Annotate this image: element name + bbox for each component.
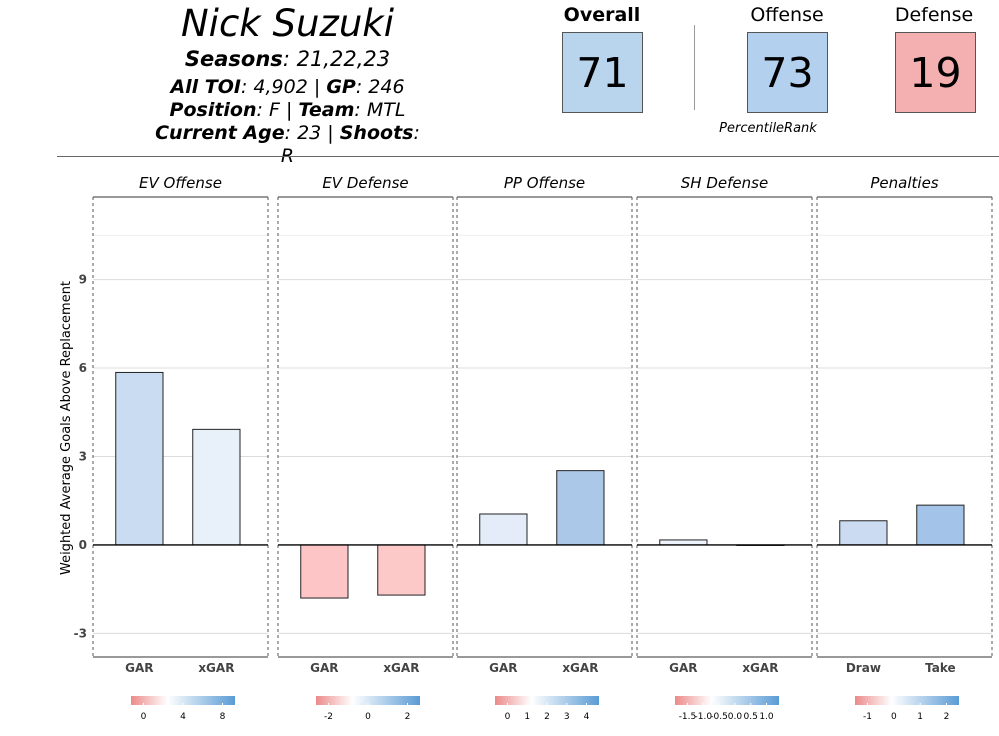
offense-rank-box: 73 — [747, 32, 828, 113]
seasons-label: Seasons — [184, 47, 283, 71]
bar — [300, 544, 349, 599]
y-axis-label: Weighted Average Goals Above Replacement — [59, 281, 74, 575]
legend-tick-label: 0.5 — [744, 712, 758, 722]
legend-tick-label: 2 — [405, 712, 411, 722]
percentile-rank-caption: PercentileRank — [719, 121, 817, 136]
legend-tick-label: 8 — [220, 712, 226, 722]
legend-tick-label: 3 — [564, 712, 570, 722]
gp-label: GP — [326, 76, 356, 98]
legend-tick-label: 1.0 — [759, 712, 774, 722]
defense-title: Defense — [894, 4, 974, 26]
player-name: Nick Suzuki — [180, 2, 394, 45]
rank-divider — [694, 25, 695, 110]
legend-tick-label: 1 — [917, 712, 923, 722]
x-tick-label: GAR — [489, 661, 517, 675]
panel-title: PP Offense — [504, 174, 585, 192]
bar — [556, 470, 605, 546]
y-tick-label: 3 — [79, 449, 87, 463]
legend-tick-label: -2 — [324, 712, 333, 722]
panel-ev-offense: EV Offense GAR xGAR 0 4 8 — [92, 174, 269, 722]
bar — [916, 504, 965, 546]
gp-value: 246 — [368, 76, 405, 98]
legend-tick-label: 0 — [891, 712, 897, 722]
bar — [192, 428, 241, 546]
shoots-label: Shoots — [339, 122, 414, 144]
legend-tick-label: -1.0 — [695, 712, 713, 722]
toi-value: 4,902 — [253, 76, 308, 98]
age-label: Current Age — [155, 122, 285, 144]
legend-colorbar — [316, 696, 420, 705]
player-info: Nick Suzuki Seasons: 21,22,23 All TOI: 4… — [150, 2, 425, 168]
x-tick-label: xGAR — [742, 661, 778, 675]
legend-tick-label: 0 — [365, 712, 371, 722]
legend-tick-label: 2 — [544, 712, 550, 722]
legend-tick-label: 4 — [180, 712, 186, 722]
panel-sh-defense: SH Defense GAR xGAR -1.5-1.0-0.5 0.0 0.5 1.0 — [636, 174, 813, 722]
legend-tick-label: 4 — [584, 712, 590, 722]
legend-tick-label: 0 — [141, 712, 147, 722]
x-tick-label: Draw — [846, 661, 881, 675]
overall-rank-box: 71 — [562, 32, 643, 113]
y-tick-label: 0 — [79, 538, 87, 552]
legend-colorbar — [495, 696, 599, 705]
seasons-line: Seasons: 21,22,23 — [184, 47, 391, 71]
legend-tick-label: 2 — [944, 712, 950, 722]
legend-colorbar — [675, 696, 779, 705]
bar — [115, 371, 164, 546]
legend-tick-label: 0 — [505, 712, 511, 722]
panel-title: EV Defense — [322, 174, 408, 192]
age-line: Current Age: 23 | Shoots: R — [155, 122, 420, 167]
legend-tick-label: 1 — [524, 712, 530, 722]
x-tick-label: GAR — [125, 661, 153, 675]
legend-colorbar — [855, 696, 959, 705]
legend-tick-label: -0.5 — [710, 712, 728, 722]
defense-rank-box: 19 — [895, 32, 976, 113]
toi-line: All TOI: 4,902 | GP: 246 — [170, 76, 405, 98]
legend-tick-label: -1.5 — [679, 712, 697, 722]
x-tick-label: Take — [925, 661, 956, 675]
bar — [659, 539, 708, 546]
bar — [479, 513, 528, 546]
overall-title: Overall — [563, 4, 641, 26]
x-tick-label: GAR — [669, 661, 697, 675]
bar — [377, 544, 426, 596]
panel-ev-defense: EV Defense GAR xGAR -2 0 2 — [277, 174, 454, 722]
position-line: Position: F | Team: MTL — [169, 99, 406, 121]
panel-penalties: Penalties Draw Take -1 0 1 2 — [816, 174, 993, 722]
x-tick-label: xGAR — [562, 661, 598, 675]
y-tick-label: 9 — [79, 273, 87, 287]
legend-colorbar — [131, 696, 235, 705]
panel-title: SH Defense — [681, 174, 768, 192]
header-separator — [57, 156, 999, 157]
panel-pp-offense: PP Offense GAR xGAR 0 1 2 3 4 — [456, 174, 633, 722]
y-tick-label: 6 — [79, 361, 87, 375]
team-value: MTL — [366, 99, 406, 121]
x-tick-label: xGAR — [198, 661, 234, 675]
x-tick-label: xGAR — [383, 661, 419, 675]
chart-panels: -3 0 3 6 9 EV Offense GAR xGAR 0 4 8 EV Defense GAR x… — [74, 174, 993, 722]
offense-title: Offense — [750, 4, 824, 26]
position-value: F — [268, 99, 280, 121]
toi-label: All TOI — [170, 76, 241, 98]
x-tick-label: GAR — [310, 661, 338, 675]
seasons-value: 21,22,23 — [296, 47, 391, 71]
legend-tick-label: -1 — [863, 712, 872, 722]
legend-tick-label: 0.0 — [728, 712, 743, 722]
y-tick-label: -3 — [74, 626, 87, 640]
age-value: 23 — [297, 122, 322, 144]
team-label: Team — [298, 99, 355, 121]
panel-title: Penalties — [870, 174, 938, 192]
panel-title: EV Offense — [139, 174, 222, 192]
position-label: Position — [169, 99, 257, 121]
bar — [839, 520, 888, 546]
